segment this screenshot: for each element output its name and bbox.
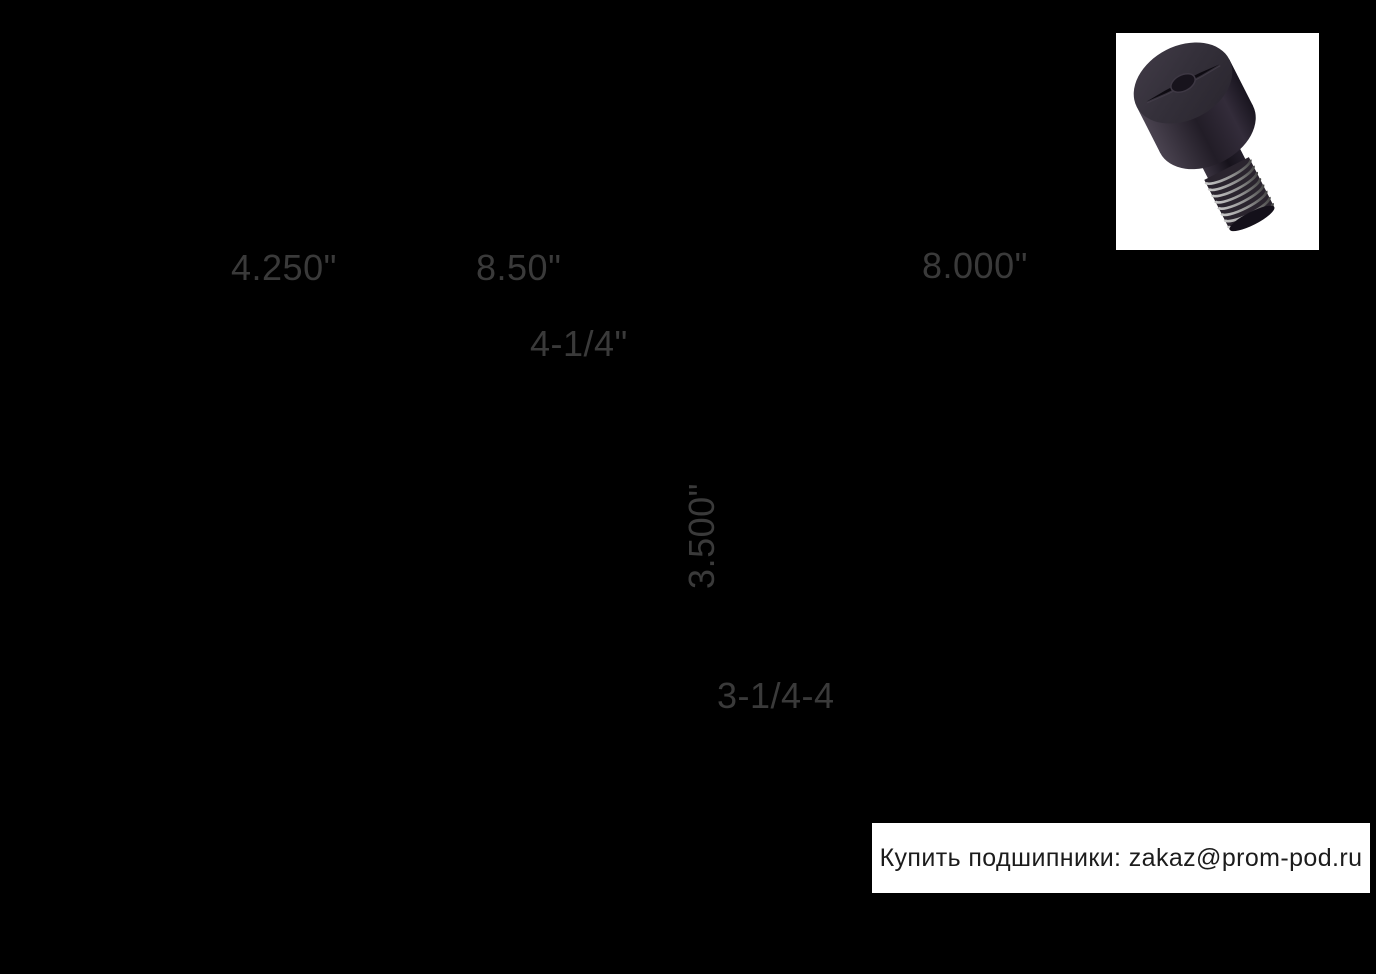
dim-label-roller-diameter: 8.000"	[922, 245, 1028, 286]
dim-label-stud-diameter: 3.500"	[681, 483, 722, 589]
contact-text: Купить подшипники: zakaz@prom-pod.ru	[879, 843, 1363, 872]
product-image-box	[1116, 33, 1319, 250]
dim-label-stud-length: 4-1/4"	[530, 323, 628, 364]
contact-banner: Купить подшипники: zakaz@prom-pod.ru	[872, 823, 1370, 893]
dim-label-overall-length: 8.50"	[476, 247, 562, 288]
cam-follower-image	[1133, 42, 1275, 232]
dim-label-thread-size: 3-1/4-4	[717, 675, 835, 716]
dim-label-roller-width: 4.250"	[231, 247, 337, 288]
